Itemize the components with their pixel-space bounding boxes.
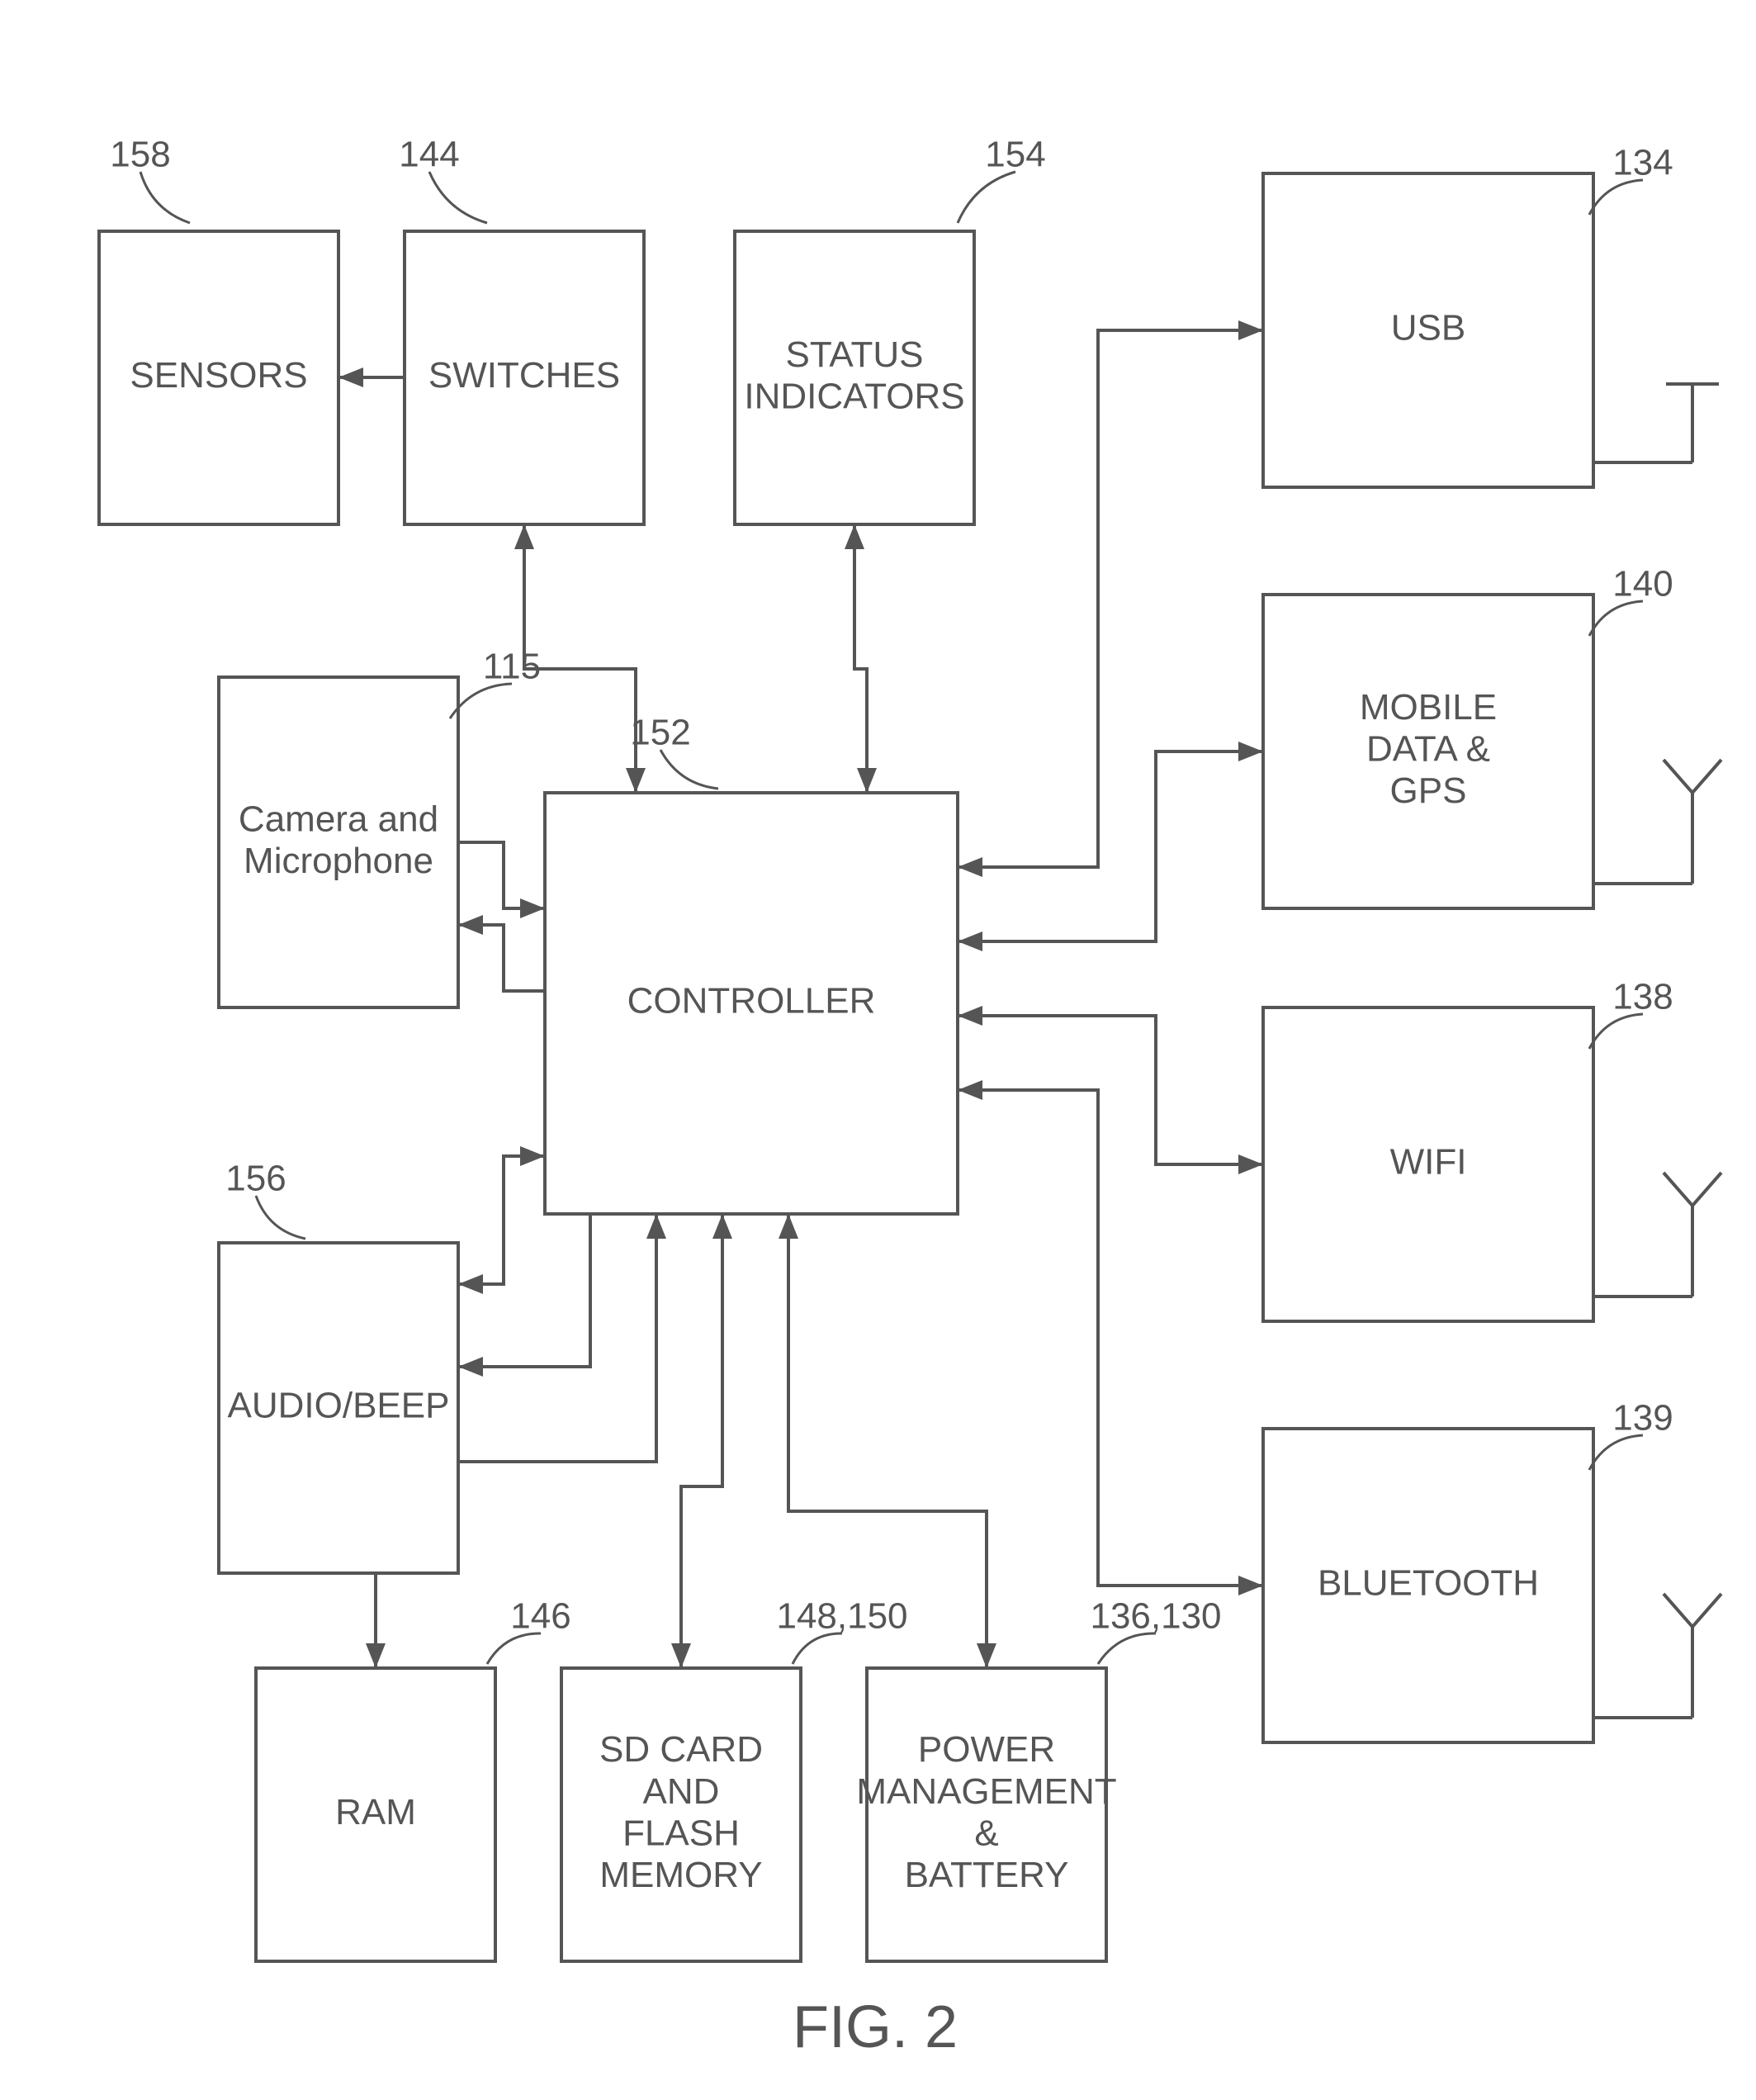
mobile-label: DATA & — [1366, 729, 1490, 770]
sensors-label: SENSORS — [130, 355, 307, 396]
mobile-ref: 140 — [1612, 564, 1673, 604]
wifi-leader — [1589, 1014, 1643, 1049]
arrowhead — [514, 524, 534, 549]
bluetooth-leader — [1589, 1435, 1643, 1470]
mobile-label: GPS — [1390, 770, 1467, 811]
audio-label: AUDIO/BEEP — [228, 1386, 450, 1426]
node-usb: USB 134 — [1263, 143, 1719, 487]
switches-ref: 144 — [399, 135, 459, 175]
sdcard-ref: 148,150 — [776, 1596, 907, 1637]
controller-leader — [660, 750, 718, 789]
audio-leader — [256, 1196, 305, 1239]
usb-label: USB — [1391, 308, 1465, 348]
edge-controller-camera — [458, 925, 545, 991]
node-controller: CONTROLLER 152 — [545, 713, 958, 1214]
power-label: POWER — [918, 1729, 1055, 1770]
mobile-label: MOBILE — [1360, 687, 1497, 728]
arrowhead — [857, 768, 877, 793]
status-label: STATUS — [785, 334, 923, 375]
arrowhead — [671, 1643, 691, 1668]
sensors-ref: 158 — [110, 135, 170, 175]
arrowhead — [520, 898, 545, 918]
mobile-antenna-v — [1664, 760, 1721, 793]
arrowhead — [712, 1214, 732, 1239]
power-ref: 136,130 — [1090, 1596, 1221, 1637]
node-sensors: SENSORS 158 — [99, 135, 338, 524]
power-label: MANAGEMENT — [856, 1771, 1116, 1812]
ram-ref: 146 — [510, 1596, 570, 1637]
sdcard-label: AND — [643, 1771, 720, 1812]
edge-controller-status — [854, 524, 867, 793]
arrowhead — [958, 1006, 982, 1026]
node-bluetooth: BLUETOOTH 139 — [1263, 1398, 1721, 1742]
arrowhead — [958, 1080, 982, 1100]
camera-label: Microphone — [244, 841, 433, 881]
arrowhead — [366, 1643, 386, 1668]
sensors-leader — [140, 172, 190, 223]
bluetooth-ref: 139 — [1612, 1398, 1673, 1439]
arrowhead — [958, 931, 982, 951]
edge-controller-usb — [958, 330, 1263, 867]
status-label: INDICATORS — [744, 376, 964, 416]
controller-label: CONTROLLER — [627, 981, 876, 1022]
mobile-leader — [1589, 601, 1643, 636]
node-switches: SWITCHES 144 — [399, 135, 644, 524]
arrowhead — [458, 915, 483, 935]
arrowhead — [977, 1643, 996, 1668]
usb-ref: 134 — [1612, 143, 1673, 183]
power-label: BATTERY — [905, 1855, 1069, 1895]
controller-ref: 152 — [630, 713, 690, 753]
arrowhead — [1238, 1576, 1263, 1595]
audio-ref: 156 — [225, 1159, 286, 1199]
arrowhead — [1238, 320, 1263, 340]
camera-label: Camera and — [239, 799, 438, 839]
node-wifi: WIFI 138 — [1263, 977, 1721, 1321]
arrowhead — [458, 1357, 483, 1377]
node-ram: RAM 146 — [256, 1596, 571, 1961]
arrowhead — [458, 1274, 483, 1294]
arrowhead — [779, 1214, 798, 1239]
sdcard-label: SD CARD — [599, 1729, 763, 1770]
power-leader — [1098, 1633, 1156, 1664]
arrowhead — [626, 768, 646, 793]
usb-leader — [1589, 180, 1643, 215]
edge-camera-controller — [458, 842, 545, 908]
edge-controller-audio — [458, 1156, 545, 1284]
edge-controller-sdcard — [681, 1214, 722, 1668]
power-label: & — [974, 1813, 998, 1853]
bluetooth-label: BLUETOOTH — [1318, 1563, 1539, 1604]
arrowhead — [845, 524, 864, 549]
wifi-antenna-v — [1664, 1173, 1721, 1206]
camera-ref: 115 — [483, 647, 541, 687]
edge-controller-switches — [524, 524, 636, 793]
wifi-label: WIFI — [1390, 1142, 1467, 1183]
switches-leader — [429, 172, 487, 223]
arrowhead — [1238, 1154, 1263, 1174]
bluetooth-antenna-v — [1664, 1594, 1721, 1627]
ram-leader — [487, 1633, 541, 1664]
sdcard-label: FLASH — [622, 1813, 740, 1853]
node-status: STATUSINDICATORS 154 — [735, 135, 1046, 524]
arrowhead — [1238, 742, 1263, 761]
node-camera: Camera andMicrophone 115 — [219, 647, 541, 1007]
sdcard-label: MEMORY — [599, 1855, 762, 1895]
node-power: POWERMANAGEMENT&BATTERY 136,130 — [856, 1596, 1221, 1961]
node-mobile: MOBILEDATA &GPS 140 — [1263, 564, 1721, 908]
wifi-ref: 138 — [1612, 977, 1673, 1017]
arrowhead — [338, 367, 363, 387]
arrowhead — [520, 1146, 545, 1166]
arrowhead — [646, 1214, 666, 1239]
edge-controller-mobile — [958, 751, 1263, 941]
ram-label: RAM — [335, 1792, 416, 1832]
arrowhead — [958, 857, 982, 877]
figure-caption: FIG. 2 — [793, 1994, 958, 2060]
switches-label: SWITCHES — [428, 355, 620, 396]
status-leader — [958, 172, 1015, 223]
sdcard-leader — [793, 1633, 842, 1664]
status-ref: 154 — [985, 135, 1045, 175]
node-audio: AUDIO/BEEP 156 — [219, 1159, 458, 1573]
block-diagram: SENSORS 158 SWITCHES 144 STATUSINDICATORS 154… — [0, 0, 1756, 2100]
